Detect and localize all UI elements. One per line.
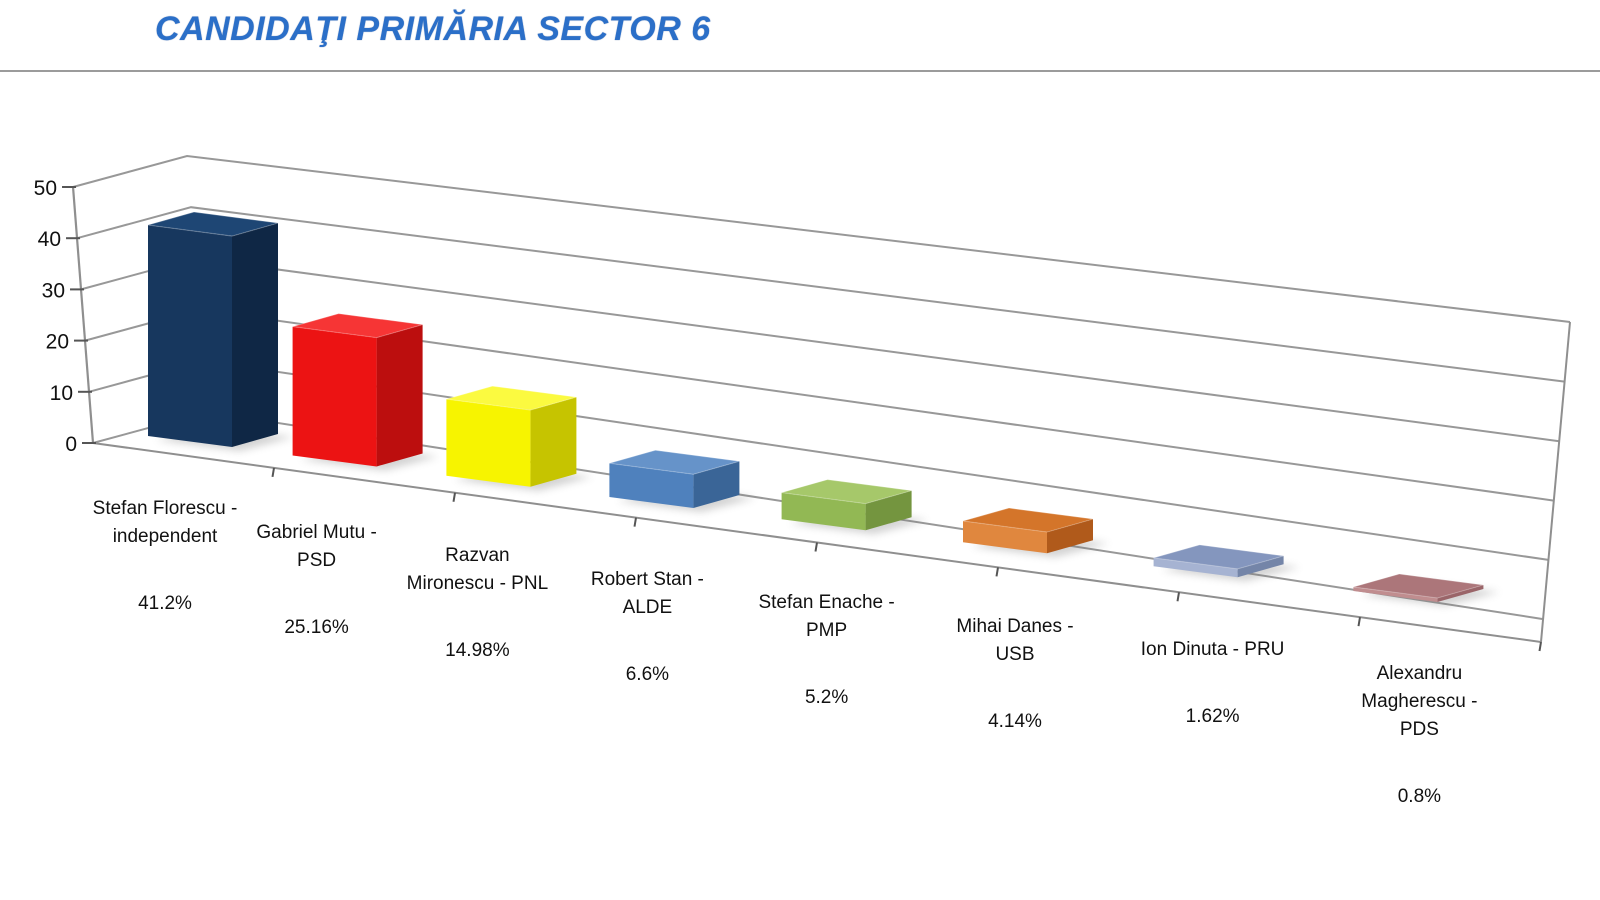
bar-face-side [232, 223, 278, 447]
bar-face-side [865, 490, 912, 531]
bar-face-top [446, 385, 577, 411]
category-tick-3 [633, 517, 637, 527]
gridline-50 [72, 154, 1571, 323]
category-tick-6 [1176, 592, 1180, 602]
bar-face-top [1153, 544, 1284, 570]
bar-razvan-mironescu-pnl [446, 385, 593, 491]
y-tick-label-40: 40 [38, 228, 61, 251]
bar-ion-dinuta-pru [1153, 544, 1300, 582]
y-tick-label-30: 30 [42, 279, 65, 302]
bar-face-top [147, 211, 279, 237]
bar-face-side [693, 461, 740, 509]
bar-face-side [1237, 555, 1284, 578]
bar-face-front [292, 326, 377, 467]
bar-face-top [609, 449, 740, 475]
category-tick-8 [1538, 641, 1542, 652]
category-tick-1 [271, 467, 275, 478]
y-tick-label-50: 50 [34, 177, 57, 200]
bar-face-top [781, 479, 912, 505]
gridline-40 [76, 206, 1565, 383]
category-tick-4 [814, 542, 818, 552]
bar-face-top [1353, 573, 1484, 599]
bar-face-top [292, 313, 423, 339]
bar-robert-stan-alde [609, 449, 756, 513]
wall-right-edge [1540, 321, 1571, 643]
bar-face-front [609, 463, 694, 509]
bar-face-front [1153, 557, 1238, 578]
title-divider [0, 70, 1600, 72]
bar-face-front [781, 492, 866, 531]
y-axis [71, 186, 95, 444]
category-tick-7 [1357, 616, 1361, 627]
bar-face-side [376, 324, 423, 467]
bar-mihai-danes-usb [962, 507, 1109, 558]
y-tick-label-20: 20 [46, 331, 69, 354]
bar-stefan-florescu-independent [147, 211, 294, 451]
bar-face-side [1437, 584, 1484, 603]
y-tick-label-10: 10 [50, 382, 73, 405]
bar-alexandru-magherescu-pds [1353, 573, 1500, 607]
y-tick-label-0: 0 [65, 433, 77, 456]
bar-face-side [1047, 519, 1093, 554]
bar-face-front [148, 225, 232, 447]
bar-gabriel-mutu-psd [292, 313, 439, 471]
bar-face-side [530, 397, 577, 487]
category-tick-5 [995, 567, 999, 577]
bar-face-front [1353, 586, 1438, 603]
bar-face-front [963, 521, 1047, 554]
bar-stefan-enache-pmp [781, 479, 928, 535]
bar-face-front [446, 399, 531, 487]
bar-face-top [962, 507, 1094, 533]
chart-title: CANDIDAŢI PRIMĂRIA SECTOR 6 [155, 10, 711, 48]
category-tick-2 [452, 492, 456, 502]
